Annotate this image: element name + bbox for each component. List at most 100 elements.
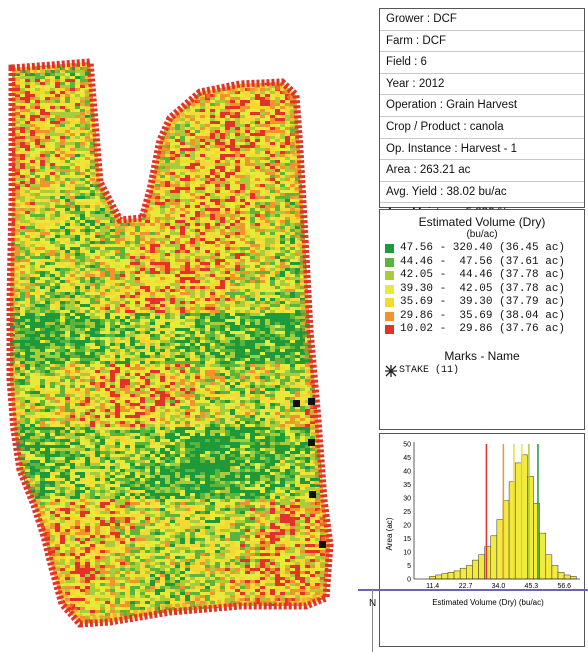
yield-cell	[150, 121, 155, 124]
yield-cell	[45, 124, 50, 127]
yield-cell	[305, 130, 310, 133]
yield-cell	[295, 301, 300, 304]
yield-cell	[250, 172, 255, 175]
yield-cell	[160, 298, 165, 301]
yield-cell	[315, 157, 320, 160]
yield-cell	[280, 115, 285, 118]
yield-cell	[320, 133, 325, 136]
yield-cell	[70, 181, 75, 184]
yield-cell	[185, 277, 190, 280]
yield-cell	[220, 199, 225, 202]
yield-cell	[245, 283, 250, 286]
yield-cell	[210, 226, 215, 229]
yield-cell	[170, 91, 175, 94]
yield-cell	[140, 223, 145, 226]
yield-cell	[170, 163, 175, 166]
yield-cell	[225, 217, 230, 220]
yield-cell	[155, 283, 160, 286]
yield-cell	[145, 133, 150, 136]
yield-cell	[85, 136, 90, 139]
yield-cell	[45, 136, 50, 139]
yield-cell	[320, 196, 325, 199]
yield-cell	[160, 277, 165, 280]
yield-cell	[40, 157, 45, 160]
yield-cell	[120, 301, 125, 304]
yield-cell	[115, 259, 120, 262]
yield-cell	[290, 298, 295, 301]
yield-cell	[210, 130, 215, 133]
yield-cell	[245, 301, 250, 304]
yield-cell	[100, 271, 105, 274]
yield-cell	[210, 64, 215, 67]
yield-cell	[215, 175, 220, 178]
yield-cell	[285, 178, 290, 181]
yield-cell	[95, 286, 100, 289]
yield-cell	[60, 142, 65, 145]
yield-cell	[100, 268, 105, 271]
yield-cell	[295, 292, 300, 295]
yield-cell	[240, 121, 245, 124]
yield-cell	[45, 142, 50, 145]
yield-cell	[155, 106, 160, 109]
yield-cell	[190, 289, 195, 292]
yield-cell	[210, 283, 215, 286]
yield-cell	[45, 229, 50, 232]
yield-cell	[105, 265, 110, 268]
yield-cell	[25, 166, 30, 169]
yield-cell	[255, 280, 260, 283]
yield-cell	[115, 169, 120, 172]
yield-cell	[255, 94, 260, 97]
yield-cell	[10, 136, 15, 139]
yield-cell	[115, 118, 120, 121]
yield-cell	[85, 286, 90, 289]
yield-cell	[40, 229, 45, 232]
yield-cell	[215, 172, 220, 175]
yield-cell	[165, 136, 170, 139]
yield-cell	[270, 295, 275, 298]
yield-cell	[155, 91, 160, 94]
yield-cell	[240, 298, 245, 301]
yield-cell	[135, 82, 140, 85]
yield-cell	[265, 205, 270, 208]
yield-cell	[180, 160, 185, 163]
yield-cell	[115, 199, 120, 202]
yield-cell	[105, 160, 110, 163]
yield-cell	[320, 277, 325, 280]
yield-cell	[225, 229, 230, 232]
yield-cell	[85, 220, 90, 223]
yield-cell	[315, 124, 320, 127]
yield-cell	[15, 262, 20, 265]
yield-cell	[315, 160, 320, 163]
yield-cell	[135, 127, 140, 130]
yield-cell	[40, 310, 45, 313]
yield-cell	[260, 262, 265, 265]
yield-cell	[330, 154, 335, 157]
yield-cell	[40, 160, 45, 163]
yield-cell	[35, 268, 40, 271]
yield-cell	[320, 310, 325, 313]
yield-cell	[45, 259, 50, 262]
yield-cell	[205, 247, 210, 250]
yield-cell	[120, 124, 125, 127]
yield-cell	[330, 145, 335, 148]
yield-cell	[165, 103, 170, 106]
yield-cell	[80, 97, 85, 100]
yield-cell	[310, 271, 315, 274]
yield-cell	[205, 172, 210, 175]
yield-cell	[175, 274, 180, 277]
yield-cell	[160, 262, 165, 265]
yield-cell	[125, 163, 130, 166]
yield-cell	[115, 310, 120, 313]
yield-cell	[175, 73, 180, 76]
yield-cell	[165, 160, 170, 163]
yield-cell	[205, 274, 210, 277]
yield-cell	[270, 157, 275, 160]
yield-cell	[180, 142, 185, 145]
yield-cell	[40, 190, 45, 193]
yield-cell	[115, 193, 120, 196]
yield-cell	[215, 253, 220, 256]
yield-cell	[140, 139, 145, 142]
yield-cell	[320, 82, 325, 85]
yield-cell	[55, 151, 60, 154]
yield-cell	[315, 73, 320, 76]
